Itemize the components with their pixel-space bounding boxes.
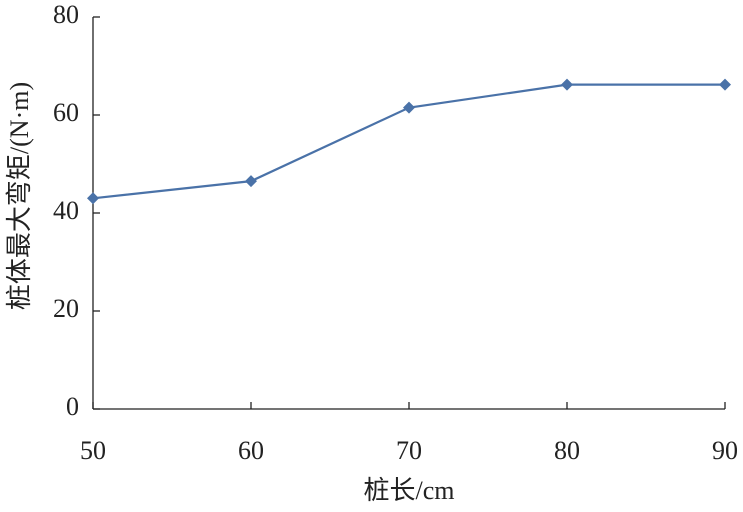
y-axis-label: 桩体最大弯矩/(N·m) bbox=[5, 82, 34, 310]
x-tick-label: 80 bbox=[554, 436, 580, 465]
y-tick-label: 60 bbox=[53, 98, 79, 127]
data-point bbox=[719, 78, 731, 91]
data-point bbox=[561, 78, 573, 91]
x-axis-label: 桩长/cm bbox=[364, 476, 455, 505]
data-point bbox=[245, 175, 257, 188]
x-tick-label: 60 bbox=[238, 436, 264, 465]
y-tick-label: 80 bbox=[53, 0, 79, 29]
y-tick-label: 20 bbox=[53, 294, 79, 323]
x-tick-label: 50 bbox=[80, 436, 106, 465]
y-tick-label: 40 bbox=[53, 196, 79, 225]
x-tick-label: 70 bbox=[396, 436, 422, 465]
data-point bbox=[87, 192, 99, 205]
data-point bbox=[403, 101, 415, 114]
x-tick-label: 90 bbox=[712, 436, 738, 465]
y-tick-label: 0 bbox=[66, 392, 79, 421]
